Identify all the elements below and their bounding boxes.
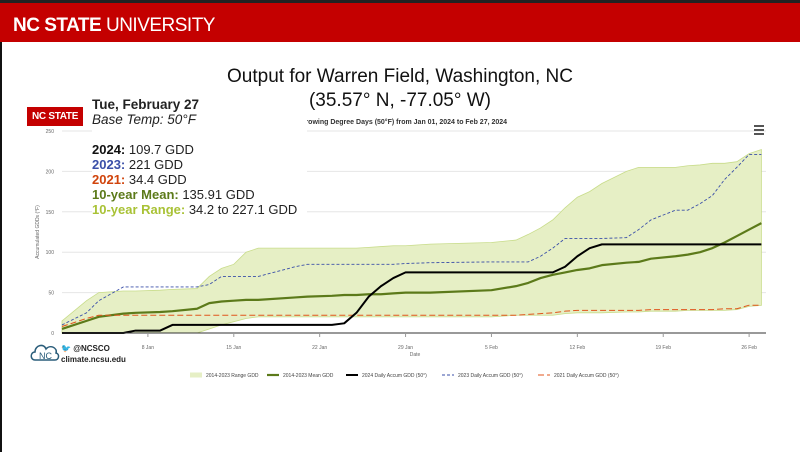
ncsu-wordmark: NC STATE UNIVERSITY: [13, 15, 215, 36]
summary-date: Tue, February 27: [92, 97, 200, 112]
summary-row-label: 10-year Range:: [92, 202, 186, 217]
summary-base-temp: Base Temp: 50°F: [92, 112, 196, 127]
twitter-bird-icon: 🐦: [61, 344, 71, 353]
y-tick-label: 0: [51, 331, 54, 337]
header-band: NC STATE UNIVERSITY: [0, 3, 800, 42]
left-border: [0, 42, 2, 452]
legend-item[interactable]: 2014-2023 Range GDD: [190, 372, 259, 379]
x-tick-label: 12 Feb: [570, 345, 586, 351]
legend-label: 2021 Daily Accum GDD (50°): [554, 373, 619, 379]
page-title: Output for Warren Field, Washington, NC: [227, 66, 573, 87]
y-tick-label: 150: [46, 210, 55, 216]
legend-item[interactable]: 2014-2023 Mean GDD: [267, 373, 334, 379]
legend-item[interactable]: 2023 Daily Accum GDD (50°): [442, 373, 523, 379]
ncsco-cloud-logo-icon: NC: [30, 344, 60, 361]
site-link[interactable]: climate.ncsu.edu: [61, 355, 126, 364]
summary-row-label: 10-year Mean:: [92, 187, 179, 202]
summary-row-value: 34.4 GDD: [125, 172, 187, 187]
y-tick-label: 50: [48, 291, 54, 297]
x-tick-label: 19 Feb: [655, 345, 671, 351]
chart-title: Growing Degree Days (50°F) from Jan 01, …: [300, 119, 508, 126]
legend-item[interactable]: 2021 Daily Accum GDD (50°): [538, 373, 619, 379]
legend-label: 2023 Daily Accum GDD (50°): [458, 373, 523, 379]
legend-label: 2024 Daily Accum GDD (50°): [362, 373, 427, 379]
social-info: 🐦 @NCSCO climate.ncsu.edu: [61, 343, 126, 365]
x-tick-label: 22 Jan: [312, 345, 327, 351]
x-tick-label: 29 Jan: [398, 345, 413, 351]
series-line-2: [61, 153, 762, 326]
y-axis-label: Accumulated GDDs (°F): [35, 205, 41, 259]
summary-row-value: 34.2 to 227.1 GDD: [185, 202, 298, 217]
x-tick-label: 26 Feb: [741, 345, 757, 351]
x-tick-label: 15 Jan: [226, 345, 241, 351]
summary-row-label: 2023:: [92, 157, 126, 172]
svg-text:NC: NC: [39, 351, 52, 361]
y-tick-label: 200: [46, 169, 55, 175]
summary-row-label: 2021:: [92, 172, 126, 187]
series-line-0: [61, 222, 762, 331]
legend-label: 2014-2023 Range GDD: [206, 373, 259, 379]
summary-row: 10-year Range: 34.2 to 227.1 GDD: [92, 202, 307, 217]
summary-row: 10-year Mean: 135.91 GDD: [92, 187, 307, 202]
window-top-border: [0, 0, 800, 3]
legend-label: 2014-2023 Mean GDD: [283, 373, 334, 379]
hamburger-menu-icon[interactable]: [754, 125, 764, 137]
series-line-3: [61, 304, 762, 328]
summary-row-value: 221 GDD: [125, 157, 184, 172]
x-tick-label: 8 Jan: [142, 345, 154, 351]
y-tick-label: 100: [46, 250, 55, 256]
series-line-1: [62, 243, 762, 334]
summary-row: 2023: 221 GDD: [92, 157, 307, 172]
range-area: [61, 148, 762, 334]
summary-row-label: 2024:: [92, 142, 126, 157]
legend-item[interactable]: 2024 Daily Accum GDD (50°): [346, 373, 427, 379]
twitter-handle[interactable]: @NCSCO: [73, 344, 110, 353]
summary-row: 2021: 34.4 GDD: [92, 172, 307, 187]
nc-state-badge: NC STATE: [27, 107, 84, 126]
x-axis-label: Date: [410, 352, 421, 358]
x-tick-label: 5 Feb: [485, 345, 498, 351]
summary-box: Tue, February 27 Base Temp: 50°F 2024: 1…: [92, 97, 307, 225]
y-tick-label: 250: [46, 129, 55, 135]
summary-row-value: 109.7 GDD: [125, 142, 194, 157]
summary-row: 2024: 109.7 GDD: [92, 142, 307, 157]
summary-row-value: 135.91 GDD: [178, 187, 255, 202]
page-coordinates: (35.57° N, -77.05° W): [308, 90, 492, 111]
